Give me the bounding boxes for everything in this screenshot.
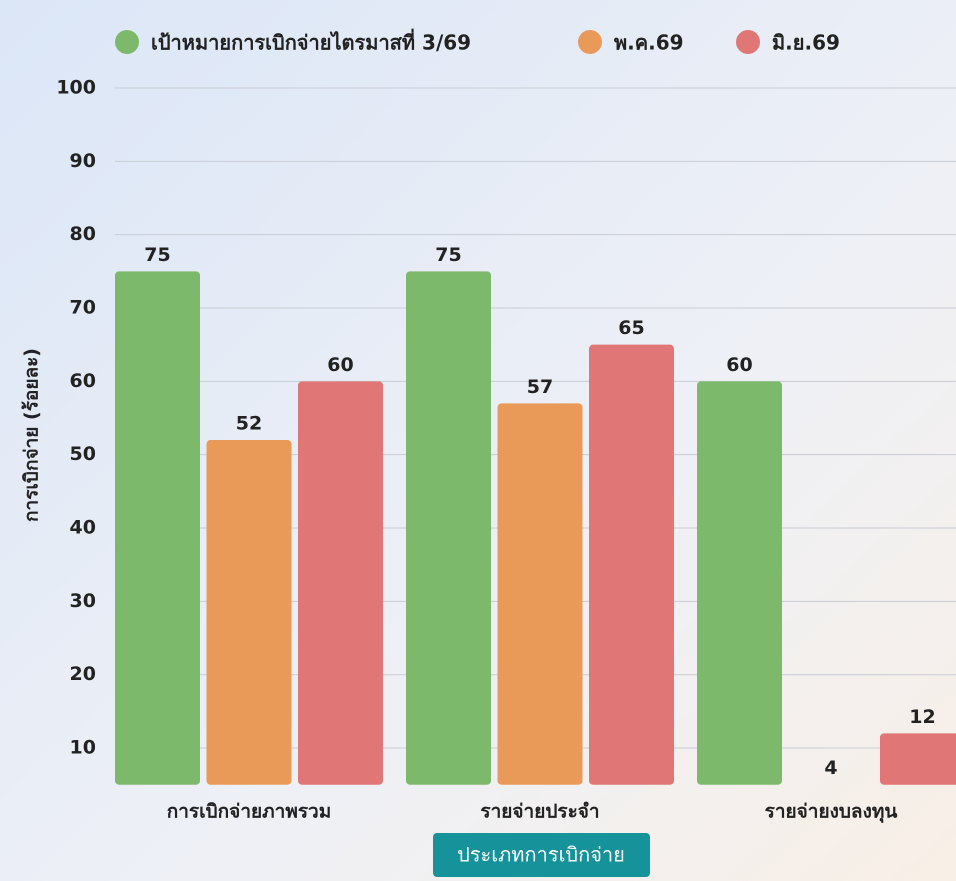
bars: 75 52 60 75 57 65 60 4 12: [115, 244, 956, 785]
x-tick-label: รายจ่ายประจำ: [480, 801, 599, 823]
x-tick-label: รายจ่ายงบลงทุน: [765, 801, 898, 824]
value-label: 4: [824, 757, 837, 779]
legend-marker: [578, 30, 602, 54]
value-label: 12: [909, 706, 935, 728]
x-axis-title: ประเภทการเบิกจ่าย: [457, 843, 625, 867]
y-tick-label: 80: [70, 223, 96, 245]
y-tick-label: 70: [70, 297, 96, 319]
bar: [115, 271, 200, 785]
value-label: 65: [618, 317, 644, 339]
y-tick-label: 10: [70, 737, 96, 759]
x-tick-label: การเบิกจ่ายภาพรวม: [167, 801, 332, 823]
value-label: 75: [435, 244, 461, 266]
bar: [497, 403, 583, 785]
y-tick-label: 100: [56, 77, 96, 99]
value-label: 52: [236, 413, 262, 435]
y-tick-label: 30: [70, 590, 96, 612]
value-label: 60: [726, 354, 752, 376]
bar: [298, 381, 383, 785]
bar: [206, 440, 292, 785]
value-label: 60: [327, 354, 353, 376]
legend-label: มิ.ย.69: [772, 31, 840, 55]
y-axis-title: การเบิกจ่าย (ร้อยละ): [21, 348, 43, 522]
bar: [589, 344, 674, 785]
y-tick-label: 60: [70, 370, 96, 392]
bar: [697, 381, 782, 785]
legend-marker: [115, 30, 139, 54]
y-tick-label: 40: [70, 517, 96, 539]
x-axis-title-box: [433, 833, 650, 877]
y-tick-label: 50: [70, 443, 96, 465]
legend-label: เป้าหมายการเบิกจ่ายไตรมาสที่ 3/69: [151, 28, 471, 55]
value-label: 57: [527, 376, 553, 398]
legend-label: พ.ค.69: [614, 31, 684, 55]
bar: [406, 271, 491, 785]
y-tick-label: 90: [70, 150, 96, 172]
bar: [880, 733, 956, 785]
value-label: 75: [144, 244, 170, 266]
y-tick-label: 20: [70, 663, 96, 685]
legend-marker: [736, 30, 760, 54]
